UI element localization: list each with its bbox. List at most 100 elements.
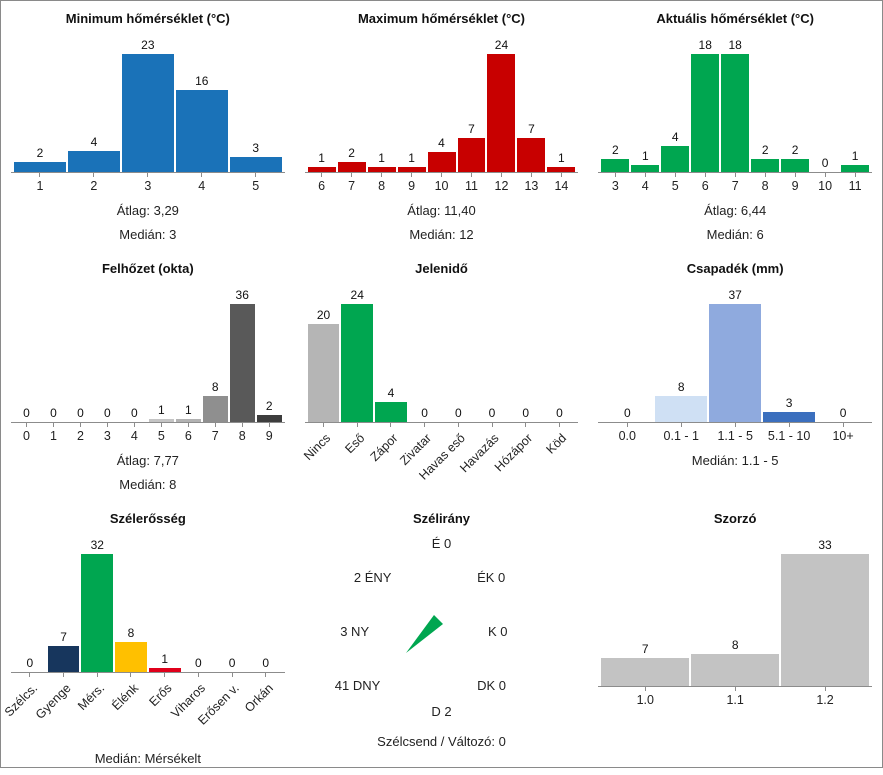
chart-current-temperature: Aktuális hőmérséklet (°C) 2 1 4 18 18 2 2 0 1 3 4 5… — [588, 1, 882, 251]
bar-value-label: 4 — [387, 385, 395, 400]
chart-title: Szélerősség — [109, 511, 186, 526]
bar-column: 0 — [40, 406, 67, 422]
axis-tick — [427, 173, 457, 177]
axis-tick — [80, 673, 114, 677]
wind-direction-label-e: K 0 — [488, 624, 508, 639]
bar-value-label: 18 — [728, 37, 742, 52]
bar-column: 4 — [374, 386, 408, 422]
x-label: 14 — [546, 179, 576, 193]
bar-value-label: 23 — [141, 37, 155, 52]
axis-tick — [457, 173, 487, 177]
axis-tick — [690, 687, 780, 691]
bar-column: 24 — [340, 288, 374, 422]
axis-tick — [840, 173, 870, 177]
x-label: 6 — [690, 179, 720, 193]
chart-precipitation: Csapadék (mm) 0 8 37 3 0 0.0 0.1 - 1 1.1 - 5 5.1… — [588, 251, 882, 501]
stat-line: Átlag: 6,44 — [704, 203, 767, 218]
axis-tick — [509, 423, 543, 427]
x-label-text: 3 — [103, 429, 111, 443]
chart-title: Felhőzet (okta) — [101, 261, 194, 276]
axis-tick — [750, 173, 780, 177]
bar-value-label: 1 — [184, 402, 192, 417]
x-label-text: Élénk — [108, 681, 141, 714]
bar-column: 33 — [780, 538, 870, 686]
x-label: Eső — [340, 429, 374, 491]
stat-line: Medián: 6 — [706, 227, 764, 242]
axis-tick — [148, 423, 175, 427]
axis-tick — [40, 423, 67, 427]
chart-cloud-cover: Felhőzet (okta) 0 0 0 0 0 1 1 8 36 2 0 1 2 3 4 5 6 7 8 9 Átl… — [1, 251, 295, 501]
bar-column: 4 — [67, 135, 121, 172]
wind-direction-label-s: D 2 — [431, 704, 452, 719]
bar-plot: 0 0 0 0 0 1 1 8 36 2 — [11, 284, 285, 422]
bar-value-label: 0 — [195, 655, 202, 670]
axis-tick — [121, 423, 148, 427]
chart-wind-direction: Szélirány É 0 ÉK 0 K 0 DK 0 D 2 41 DNY 3 NY 2 É… — [295, 501, 589, 775]
chart-title: Szélirány — [412, 511, 471, 526]
wind-direction-label-sw: 41 DNY — [334, 678, 381, 693]
bar-column: 24 — [486, 38, 516, 172]
bar-column: 1 — [367, 151, 397, 172]
x-label-text: 6 — [701, 179, 709, 193]
chart-maximum-temperature: Maximum hőmérséklet (°C) 1 2 1 1 4 7 24 7 1 6 7 8 9 1… — [295, 1, 589, 251]
x-labels: 1 2 3 4 5 — [11, 179, 285, 193]
stat-line: Átlag: 3,29 — [116, 203, 179, 218]
bar — [517, 138, 546, 172]
chart-stats: Átlag: 3,29 Medián: 3 — [11, 203, 285, 242]
bar-column: 8 — [690, 638, 780, 686]
bar-column: 36 — [229, 288, 256, 422]
x-label: 5.1 - 10 — [762, 429, 816, 443]
bar — [307, 324, 340, 422]
bar-value-label: 1 — [378, 150, 385, 165]
bar-column: 0 — [441, 406, 475, 422]
bar — [709, 304, 762, 422]
chart-stats: Átlag: 11,40 Medián: 12 — [305, 203, 579, 242]
bar — [341, 304, 374, 422]
stat-line: Medián: 3 — [119, 227, 177, 242]
axis-tick — [374, 423, 408, 427]
bar-value-label: 4 — [671, 129, 679, 144]
x-label: 3 — [94, 429, 121, 443]
bar — [397, 167, 426, 172]
axis-tick — [67, 423, 94, 427]
bar-plot: 1 2 1 1 4 7 24 7 1 — [305, 34, 579, 172]
axis-ticks — [11, 173, 285, 177]
x-label-text: 4 — [130, 429, 138, 443]
bar-column: 7 — [47, 630, 81, 672]
axis-ticks — [11, 673, 285, 677]
bar-value-label: 1 — [161, 651, 168, 666]
bar-value-label: 7 — [641, 641, 649, 656]
axis-tick — [600, 687, 690, 691]
x-label: 10 — [810, 179, 840, 193]
bar — [691, 654, 780, 686]
bar-column: 18 — [720, 38, 750, 172]
chart-title: Minimum hőmérséklet (°C) — [65, 11, 230, 26]
axis-tick — [47, 673, 81, 677]
bar — [175, 419, 201, 422]
axis-tick — [810, 173, 840, 177]
bar-value-label: 16 — [195, 73, 209, 88]
axis-tick — [660, 173, 690, 177]
bar-value-label: 0 — [77, 405, 84, 420]
x-label: 7 — [337, 179, 367, 193]
axis-ticks — [598, 687, 872, 691]
x-label: 13 — [516, 179, 546, 193]
axis-tick — [486, 173, 516, 177]
bar-value-label: 24 — [494, 37, 509, 52]
chart-body: 2 1 4 18 18 2 2 0 1 3 4 5 6 7 8 9 10 11 Átlag: 6,44 Medián:… — [598, 34, 872, 242]
bar — [121, 54, 174, 172]
chart-title: Jelenidő — [415, 261, 468, 276]
bar-value-label: 0 — [488, 405, 496, 420]
bar-column: 2 — [780, 143, 810, 172]
bar-column: 2 — [750, 143, 780, 172]
x-labels: 0.0 0.1 - 1 1.1 - 5 5.1 - 10 10+ — [598, 429, 872, 443]
bar — [781, 159, 810, 172]
x-labels: 3 4 5 6 7 8 9 10 11 — [598, 179, 872, 193]
bar-column: 7 — [516, 122, 546, 172]
bar-value-label: 1 — [851, 148, 859, 163]
bar — [229, 304, 255, 422]
bar-value-label: 8 — [677, 379, 685, 394]
chart-minimum-temperature: Minimum hőmérséklet (°C) 2 4 23 16 3 1 2 3 4 5 Átl… — [1, 1, 295, 251]
x-label-text: 4 — [198, 179, 206, 193]
x-label-text: 8 — [238, 429, 246, 443]
